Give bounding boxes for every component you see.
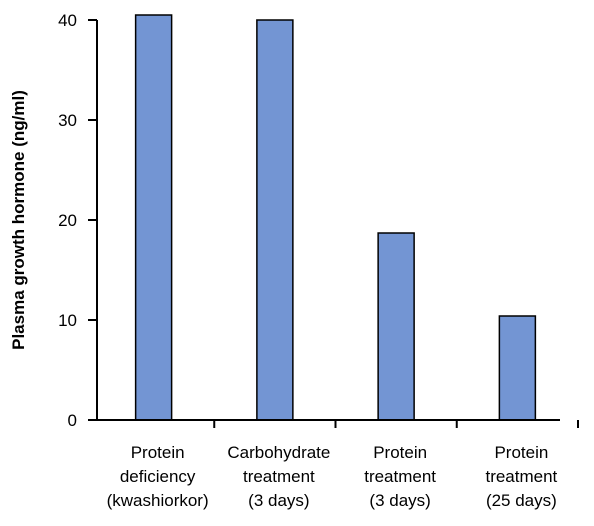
- x-category-label-line: treatment: [364, 467, 436, 486]
- y-axis-title: Plasma growth hormone (ng/ml): [9, 90, 28, 350]
- bar: [134, 14, 173, 421]
- y-tick-label: 20: [58, 211, 77, 230]
- x-category-label: Carbohydrate treatment (3 days): [227, 443, 330, 510]
- x-category-label-line: (3 days): [248, 491, 309, 510]
- x-category-label-line: Protein: [494, 443, 548, 462]
- y-tick-label: 30: [58, 111, 77, 130]
- x-category-label-line: treatment: [485, 467, 557, 486]
- x-category-label-line: deficiency: [120, 467, 196, 486]
- x-category-label-line: Protein: [131, 443, 185, 462]
- x-category-label-line: Carbohydrate: [227, 443, 330, 462]
- x-category-label-line: Protein: [373, 443, 427, 462]
- x-category-label: Protein treatment (25 days): [485, 443, 557, 510]
- bars: [134, 14, 537, 421]
- bar: [498, 315, 537, 421]
- y-axis: 0 10 20 30 40: [58, 11, 98, 430]
- bar: [377, 232, 415, 421]
- x-category-label-line: treatment: [243, 467, 315, 486]
- bar: [256, 19, 294, 421]
- y-tick-label: 40: [58, 11, 77, 30]
- y-tick-label: 10: [58, 311, 77, 330]
- x-category-label-line: (kwashiorkor): [107, 491, 209, 510]
- x-category-label: Protein deficiency (kwashiorkor): [107, 443, 209, 510]
- y-tick-label: 0: [68, 411, 77, 430]
- x-axis: Protein deficiency (kwashiorkor) Carbohydra…: [97, 419, 579, 510]
- x-category-label: Protein treatment (3 days): [364, 443, 436, 510]
- x-category-label-line: (25 days): [486, 491, 557, 510]
- x-category-label-line: (3 days): [369, 491, 430, 510]
